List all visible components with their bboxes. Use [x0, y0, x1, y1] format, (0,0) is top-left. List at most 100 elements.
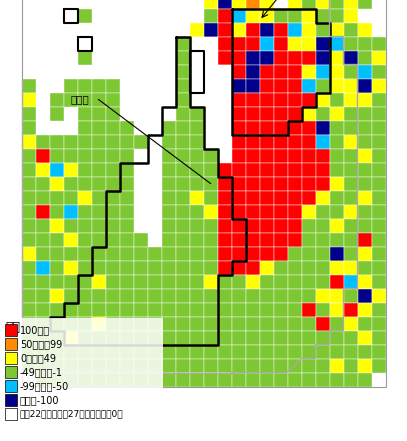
Bar [302, 78, 315, 93]
Bar [22, 135, 35, 149]
Bar [274, 288, 287, 303]
Bar [77, 205, 92, 218]
Bar [175, 78, 190, 93]
Bar [245, 303, 260, 317]
Bar [232, 78, 245, 93]
Bar [344, 149, 357, 162]
Bar [217, 191, 232, 205]
Bar [245, 317, 260, 330]
Bar [232, 93, 245, 106]
Bar [162, 149, 175, 162]
Bar [175, 247, 190, 261]
Bar [315, 359, 330, 373]
Bar [302, 330, 315, 344]
Bar [190, 51, 204, 64]
Bar [260, 330, 274, 344]
Bar [22, 149, 35, 162]
Bar [162, 205, 175, 218]
Bar [77, 176, 92, 191]
Bar [120, 232, 133, 247]
Bar [147, 261, 162, 274]
Bar [120, 205, 133, 218]
Bar [162, 288, 175, 303]
Bar [330, 344, 344, 359]
Bar [92, 191, 105, 205]
Bar [330, 274, 344, 288]
Bar [344, 176, 357, 191]
Bar [35, 247, 50, 261]
Bar [22, 261, 35, 274]
Bar [274, 93, 287, 106]
Bar [330, 64, 344, 78]
Bar [344, 0, 357, 8]
Bar [287, 149, 302, 162]
Bar [35, 274, 50, 288]
Bar [92, 78, 105, 93]
Bar [357, 359, 372, 373]
Bar [35, 330, 50, 344]
Bar [204, 205, 217, 218]
Bar [330, 303, 344, 317]
Bar [330, 0, 344, 8]
Bar [92, 149, 105, 162]
Bar [92, 330, 105, 344]
Bar [245, 247, 260, 261]
Bar [190, 261, 204, 274]
Bar [175, 218, 190, 232]
Bar [77, 373, 92, 386]
Bar [175, 373, 190, 386]
Bar [217, 106, 232, 120]
Bar [22, 274, 35, 288]
Bar [302, 162, 315, 176]
Bar [204, 176, 217, 191]
Bar [175, 303, 190, 317]
Bar [5, 408, 17, 420]
Bar [274, 205, 287, 218]
Bar [372, 344, 385, 359]
Bar [204, 106, 217, 120]
Bar [302, 135, 315, 149]
Bar [302, 120, 315, 135]
Bar [50, 359, 63, 373]
Bar [245, 64, 260, 78]
Bar [357, 0, 372, 8]
Bar [372, 78, 385, 93]
Bar [22, 218, 35, 232]
Bar [35, 303, 50, 317]
Bar [330, 205, 344, 218]
Bar [302, 303, 315, 317]
Bar [232, 120, 245, 135]
Bar [217, 261, 232, 274]
Bar [204, 64, 217, 78]
Bar [120, 149, 133, 162]
Bar [217, 218, 232, 232]
Bar [120, 330, 133, 344]
Bar [50, 317, 63, 330]
Bar [217, 22, 232, 37]
Bar [315, 344, 330, 359]
Bar [204, 120, 217, 135]
Bar [274, 261, 287, 274]
Bar [357, 232, 372, 247]
Bar [105, 191, 120, 205]
Bar [287, 317, 302, 330]
Bar [245, 149, 260, 162]
Bar [204, 149, 217, 162]
Bar [274, 373, 287, 386]
Bar [105, 288, 120, 303]
Bar [357, 176, 372, 191]
Bar [204, 218, 217, 232]
Bar [63, 373, 77, 386]
Bar [175, 330, 190, 344]
Bar [372, 37, 385, 51]
Bar [245, 191, 260, 205]
Bar [315, 162, 330, 176]
Bar [50, 261, 63, 274]
Bar [302, 22, 315, 37]
Bar [175, 274, 190, 288]
Bar [162, 135, 175, 149]
Bar [77, 120, 92, 135]
Bar [175, 176, 190, 191]
Bar [357, 303, 372, 317]
Bar [22, 232, 35, 247]
